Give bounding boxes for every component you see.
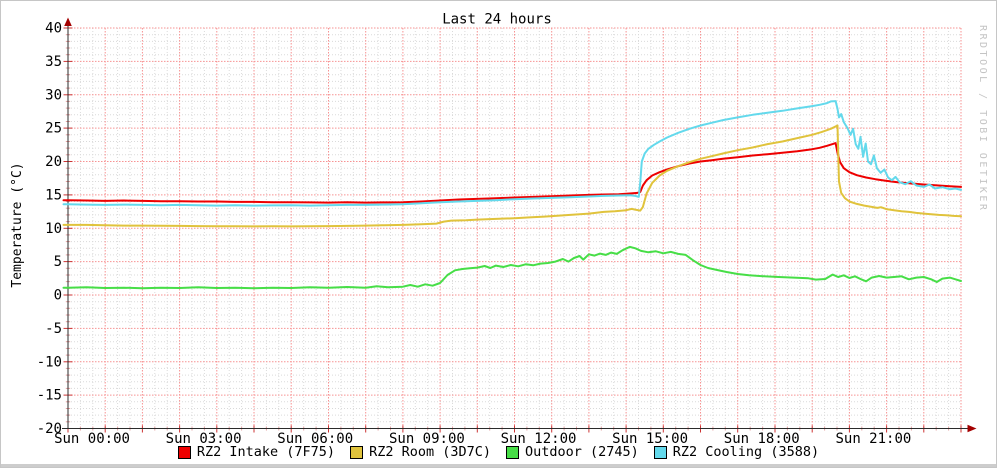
series-room xyxy=(62,124,962,228)
y-tick-label: 15 xyxy=(45,187,62,203)
y-tick-label: -20 xyxy=(37,421,62,437)
legend-label: RZ2 Room (3D7C) xyxy=(369,444,491,460)
legend-swatch-cooling xyxy=(653,445,667,459)
legend-swatch-room xyxy=(350,445,364,459)
series-cooling xyxy=(62,100,962,207)
axis-ticks xyxy=(63,27,962,433)
x-tick-label: Sun 21:00 xyxy=(835,431,911,447)
x-tick-label: Sun 15:00 xyxy=(612,431,688,447)
legend-item: RZ2 Intake (7F75) xyxy=(177,444,336,460)
y-tick-labels: 40 35 30 25 20 15 10 5 0 -5 -10 -15 -20 xyxy=(37,21,62,438)
y-tick-label: 35 xyxy=(45,54,62,70)
y-tick-label: 10 xyxy=(45,221,62,237)
y-tick-label: -15 xyxy=(37,388,62,404)
watermark: RRDTOOL / TOBI OETIKER xyxy=(977,25,988,212)
legend-label: Outdoor (2745) xyxy=(524,444,639,460)
axes xyxy=(62,17,977,433)
y-tick-label: -10 xyxy=(37,354,62,370)
legend-label: RZ2 Intake (7F75) xyxy=(196,444,336,460)
legend-swatch-intake xyxy=(177,445,191,459)
x-tick-label: Sun 18:00 xyxy=(724,431,800,447)
y-tick-label: 5 xyxy=(54,254,62,270)
x-tick-labels: Sun 00:00 Sun 03:00 Sun 06:00 Sun 09:00 Sun … xyxy=(54,431,911,447)
x-tick-label: Sun 06:00 xyxy=(277,431,353,447)
data-series xyxy=(62,100,962,290)
series-outdoor xyxy=(62,245,962,290)
x-tick-label: Sun 03:00 xyxy=(166,431,242,447)
series-intake xyxy=(62,142,962,204)
y-tick-label: 40 xyxy=(45,21,62,37)
legend-label: RZ2 Cooling (3588) xyxy=(672,444,820,460)
chart-title: Last 24 hours xyxy=(442,12,552,28)
y-tick-label: 25 xyxy=(45,121,62,137)
x-tick-label: Sun 09:00 xyxy=(389,431,465,447)
legend-swatch-outdoor xyxy=(505,445,519,459)
legend-item: Outdoor (2745) xyxy=(505,444,639,460)
grid-major xyxy=(68,27,962,429)
y-axis-title: Temperature (°C) xyxy=(10,162,25,287)
y-tick-label: -5 xyxy=(45,321,62,337)
x-tick-label: Sun 12:00 xyxy=(501,431,577,447)
x-axis-arrow xyxy=(967,424,977,433)
legend-item: RZ2 Cooling (3588) xyxy=(653,444,820,460)
y-axis-arrow xyxy=(64,17,72,26)
legend: RZ2 Intake (7F75) RZ2 Room (3D7C) Outdoor … xyxy=(1,445,996,459)
y-tick-label: 20 xyxy=(45,154,62,170)
legend-item: RZ2 Room (3D7C) xyxy=(350,445,491,459)
bottom-strip xyxy=(1,464,996,467)
y-tick-label: 30 xyxy=(45,87,62,103)
y-tick-label: 0 xyxy=(54,288,62,304)
x-tick-label: Sun 00:00 xyxy=(54,431,130,447)
